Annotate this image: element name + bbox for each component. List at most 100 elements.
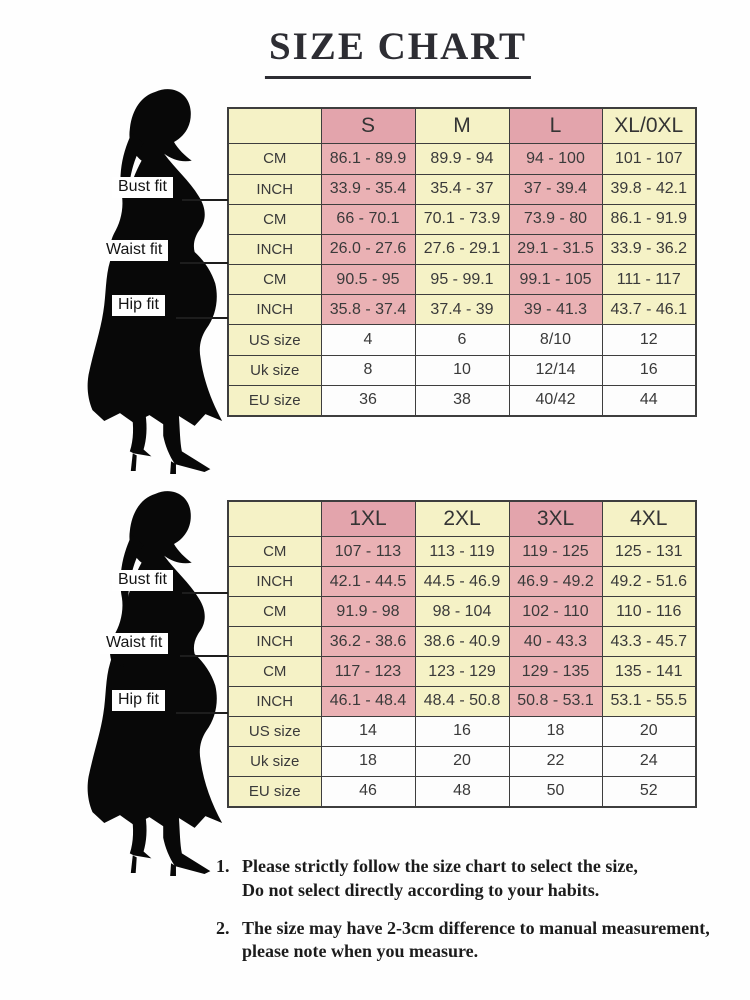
waist-pointer-line xyxy=(180,655,228,657)
note-line: The size may have 2-3cm difference to ma… xyxy=(242,917,710,938)
size-cell: 8/10 xyxy=(508,324,603,356)
table-row: US size 4 6 8/10 12 xyxy=(227,324,697,356)
table-row: CM 107 - 113 113 - 119 119 - 125 125 - 1… xyxy=(227,536,697,568)
size-cell: 113 - 119 xyxy=(414,536,510,568)
waist-fit-label: Waist fit xyxy=(100,240,169,261)
table-row: Uk size 8 10 12/14 16 xyxy=(227,354,697,386)
size-cell: 18 xyxy=(320,745,416,777)
woman-silhouette xyxy=(58,488,236,876)
bust-fit-label: Bust fit xyxy=(112,570,173,591)
row-label: CM xyxy=(227,536,322,568)
page-title-wrap: SIZE CHART xyxy=(264,24,532,79)
size-cell: 107 - 113 xyxy=(320,536,416,568)
size-cell: 6 xyxy=(414,324,510,356)
hip-pointer-line xyxy=(176,317,228,319)
size-cell: 102 - 110 xyxy=(508,596,603,628)
note-item: 2. The size may have 2-3cm difference to… xyxy=(216,917,736,965)
row-label: INCH xyxy=(227,233,322,266)
table-row: CM 66 - 70.1 70.1 - 73.9 73.9 - 80 86.1 … xyxy=(227,203,697,235)
size-cell: 18 xyxy=(508,715,603,747)
row-label: CM xyxy=(227,596,322,628)
size-col-header: 3XL xyxy=(508,500,603,538)
table-row: CM 117 - 123 123 - 129 129 - 135 135 - 1… xyxy=(227,656,697,687)
size-cell: 111 - 117 xyxy=(601,264,697,296)
size-cell: 39 - 41.3 xyxy=(508,294,603,326)
size-cell: 70.1 - 73.9 xyxy=(414,203,510,235)
size-cell: 86.1 - 91.9 xyxy=(601,203,697,235)
size-cell: 4 xyxy=(320,324,416,356)
bust-pointer-line xyxy=(182,592,228,594)
note-line: please note when you measure. xyxy=(242,941,479,962)
table-row: INCH 33.9 - 35.4 35.4 - 37 37 - 39.4 39.… xyxy=(227,173,697,205)
table-row: INCH 46.1 - 48.4 48.4 - 50.8 50.8 - 53.1… xyxy=(227,686,697,717)
bust-pointer-line xyxy=(182,199,228,201)
size-cell: 117 - 123 xyxy=(320,656,416,687)
size-cell: 40/42 xyxy=(508,384,603,417)
size-cell: 129 - 135 xyxy=(508,656,603,687)
row-label: INCH xyxy=(227,294,322,326)
size-cell: 12 xyxy=(601,324,697,356)
size-cell: 90.5 - 95 xyxy=(320,264,416,296)
size-col-header: XL/0XL xyxy=(601,107,697,145)
row-label: EU size xyxy=(227,775,322,808)
table-header-row: 1XL 2XL 3XL 4XL xyxy=(227,500,697,538)
note-item: 1. Please strictly follow the size chart… xyxy=(216,855,736,903)
size-cell: 33.9 - 36.2 xyxy=(601,233,697,266)
size-cell: 8 xyxy=(320,354,416,386)
size-cell: 98 - 104 xyxy=(414,596,510,628)
row-label: CM xyxy=(227,143,322,175)
size-cell: 22 xyxy=(508,745,603,777)
row-label: INCH xyxy=(227,686,322,717)
size-cell: 38.6 - 40.9 xyxy=(414,626,510,658)
row-label: CM xyxy=(227,264,322,296)
size-table-1xl-4xl: 1XL 2XL 3XL 4XL CM 107 - 113 113 - 119 1… xyxy=(227,500,697,808)
size-cell: 66 - 70.1 xyxy=(320,203,416,235)
size-col-header: 4XL xyxy=(601,500,697,538)
size-cell: 14 xyxy=(320,715,416,747)
size-cell: 94 - 100 xyxy=(508,143,603,175)
table-row: INCH 42.1 - 44.5 44.5 - 46.9 46.9 - 49.2… xyxy=(227,566,697,598)
size-cell: 46 xyxy=(320,775,416,808)
note-text: The size may have 2-3cm difference to ma… xyxy=(242,917,736,965)
size-cell: 91.9 - 98 xyxy=(320,596,416,628)
size-cell: 10 xyxy=(414,354,510,386)
row-label: INCH xyxy=(227,566,322,598)
size-cell: 37.4 - 39 xyxy=(414,294,510,326)
size-cell: 53.1 - 55.5 xyxy=(601,686,697,717)
row-label: Uk size xyxy=(227,745,322,777)
size-cell: 135 - 141 xyxy=(601,656,697,687)
hip-fit-label: Hip fit xyxy=(112,690,165,711)
row-label: US size xyxy=(227,324,322,356)
size-col-header: S xyxy=(320,107,416,145)
note-number: 2. xyxy=(216,917,230,938)
size-cell: 33.9 - 35.4 xyxy=(320,173,416,205)
size-col-header: 2XL xyxy=(414,500,510,538)
note-line: Please strictly follow the size chart to… xyxy=(242,856,638,876)
size-col-header: 1XL xyxy=(320,500,416,538)
hip-pointer-line xyxy=(176,712,228,714)
size-cell: 35.8 - 37.4 xyxy=(320,294,416,326)
size-cell: 43.3 - 45.7 xyxy=(601,626,697,658)
table-row: CM 86.1 - 89.9 89.9 - 94 94 - 100 101 - … xyxy=(227,143,697,175)
size-cell: 101 - 107 xyxy=(601,143,697,175)
size-cell: 44.5 - 46.9 xyxy=(414,566,510,598)
size-table-s-xl: S M L XL/0XL CM 86.1 - 89.9 89.9 - 94 94… xyxy=(227,107,697,417)
size-cell: 40 - 43.3 xyxy=(508,626,603,658)
size-cell: 119 - 125 xyxy=(508,536,603,568)
size-cell: 73.9 - 80 xyxy=(508,203,603,235)
size-cell: 86.1 - 89.9 xyxy=(320,143,416,175)
size-cell: 49.2 - 51.6 xyxy=(601,566,697,598)
page-title: SIZE CHART xyxy=(264,24,532,79)
size-cell: 48.4 - 50.8 xyxy=(414,686,510,717)
size-cell: 123 - 129 xyxy=(414,656,510,687)
size-cell: 52 xyxy=(601,775,697,808)
row-label: INCH xyxy=(227,626,322,658)
size-cell: 29.1 - 31.5 xyxy=(508,233,603,266)
size-col-header: M xyxy=(414,107,510,145)
note-text: Please strictly follow the size chart to… xyxy=(242,855,736,903)
size-cell: 89.9 - 94 xyxy=(414,143,510,175)
note-line: Do not select directly according to your… xyxy=(242,879,600,900)
table-row: CM 90.5 - 95 95 - 99.1 99.1 - 105 111 - … xyxy=(227,264,697,296)
size-cell: 38 xyxy=(414,384,510,417)
